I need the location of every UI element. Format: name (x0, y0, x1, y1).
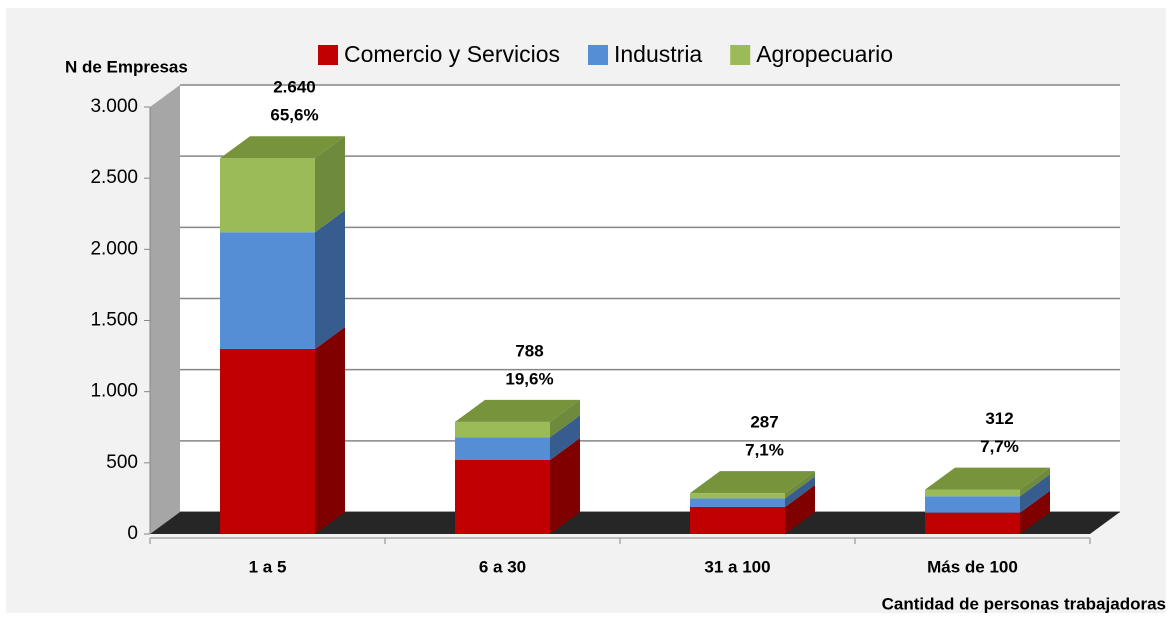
bar-segment (220, 348, 315, 534)
y-tick-label: 500 (106, 452, 138, 473)
side-wall (150, 85, 180, 534)
y-tick-label: 1.500 (90, 310, 138, 331)
total-label: 312 (985, 409, 1013, 428)
bar-segment (220, 158, 315, 233)
bar-segment (690, 498, 785, 507)
bar-segment (925, 496, 1020, 513)
bar-segment (455, 437, 550, 460)
bar-side (785, 476, 815, 507)
bar-side (550, 415, 580, 460)
legend-swatch (588, 45, 608, 65)
bar-side (785, 471, 815, 499)
bar-segment (220, 232, 315, 349)
bar-segment (925, 489, 1020, 497)
bar-segment (925, 512, 1020, 534)
legend-label: Comercio y Servicios (344, 41, 560, 67)
bar-segment (455, 459, 550, 534)
total-label: 788 (515, 341, 543, 360)
bar-side (550, 399, 580, 438)
total-label: 287 (750, 413, 778, 432)
bar-top (455, 399, 580, 422)
floor (150, 512, 1120, 534)
bar-top (925, 467, 1050, 490)
bar-segment (455, 421, 550, 438)
y-tick-label: 2.500 (90, 167, 138, 188)
y-tick-label: 2.000 (90, 238, 138, 259)
bar-top (220, 136, 345, 159)
bar-side (1020, 474, 1050, 513)
x-tick-label: 1 a 5 (249, 557, 287, 576)
bar-side (315, 210, 345, 349)
bar-side (315, 136, 345, 233)
y-tick-label: 3.000 (90, 96, 138, 117)
x-axis-label: Cantidad de personas trabajadoras (882, 594, 1166, 613)
legend-swatch (730, 45, 751, 65)
y-tick-label: 1.000 (90, 381, 138, 402)
bar-side (1020, 490, 1050, 534)
legend-label: Agropecuario (756, 41, 893, 67)
bar-segment (690, 493, 785, 499)
y-axis-label: N de Empresas (65, 57, 188, 76)
x-tick-label: Más de 100 (927, 557, 1018, 576)
bar-side (785, 484, 815, 534)
legend-label: Industria (614, 41, 702, 67)
bar-side (315, 326, 345, 534)
percent-label: 7,7% (980, 437, 1019, 456)
total-label: 2.640 (273, 78, 316, 97)
percent-label: 19,6% (505, 369, 553, 388)
y-tick-label: 0 (127, 523, 138, 544)
legend-swatch (318, 45, 338, 65)
bar-top (690, 471, 815, 494)
bar-segment (690, 506, 785, 534)
x-tick-label: 6 a 30 (479, 557, 526, 576)
percent-label: 65,6% (270, 106, 318, 125)
bar-side (1020, 467, 1050, 497)
bar-side (550, 437, 580, 534)
x-tick-label: 31 a 100 (704, 557, 770, 576)
percent-label: 7,1% (745, 441, 784, 460)
